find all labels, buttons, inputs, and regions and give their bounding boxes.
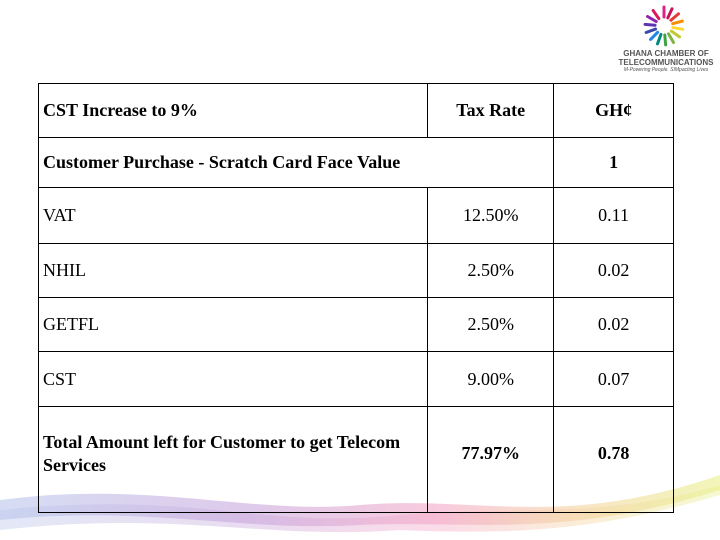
row-label: GETFL — [37, 297, 429, 352]
total-amount: 0.78 — [553, 406, 674, 513]
logo-text: GHANA CHAMBER OF TELECOMMUNICATIONS M-Po… — [612, 49, 720, 74]
total-label: Total Amount left for Customer to get Te… — [37, 406, 429, 513]
header-rate: Tax Rate — [427, 83, 555, 138]
row-amount: 0.02 — [553, 243, 674, 298]
row-amount: 0.07 — [553, 351, 674, 407]
ghana-chamber-logo-icon — [643, 5, 685, 47]
purchase-row: Customer Purchase - Scratch Card Face Va… — [37, 137, 674, 188]
total-row: Total Amount left for Customer to get Te… — [37, 406, 674, 513]
purchase-label: Customer Purchase - Scratch Card Face Va… — [37, 137, 555, 188]
table-row: CST 9.00% 0.07 — [37, 351, 674, 407]
row-label: VAT — [37, 187, 429, 244]
total-rate: 77.97% — [427, 406, 555, 513]
purchase-amount: 1 — [553, 137, 674, 188]
table-row: VAT 12.50% 0.11 — [37, 187, 674, 244]
header-label: CST Increase to 9% — [37, 83, 429, 138]
row-rate: 9.00% — [427, 351, 555, 407]
decorative-wave — [0, 475, 720, 533]
table-header-row: CST Increase to 9% Tax Rate GH¢ — [37, 83, 674, 138]
row-label: CST — [37, 351, 429, 407]
header-amount: GH¢ — [553, 83, 674, 138]
table-row: GETFL 2.50% 0.02 — [37, 297, 674, 352]
tax-table: CST Increase to 9% Tax Rate GH¢ Customer… — [37, 83, 674, 513]
row-amount: 0.02 — [553, 297, 674, 352]
row-label: NHIL — [37, 243, 429, 298]
row-amount: 0.11 — [553, 187, 674, 244]
logo-tagline: M-Powering People. SIMpacting Lives — [623, 67, 709, 73]
row-rate: 2.50% — [427, 297, 555, 352]
logo-line-2: TELECOMMUNICATIONS — [618, 58, 714, 67]
row-rate: 12.50% — [427, 187, 555, 244]
table-row: NHIL 2.50% 0.02 — [37, 243, 674, 298]
logo-line-1: GHANA CHAMBER OF — [623, 49, 709, 58]
row-rate: 2.50% — [427, 243, 555, 298]
